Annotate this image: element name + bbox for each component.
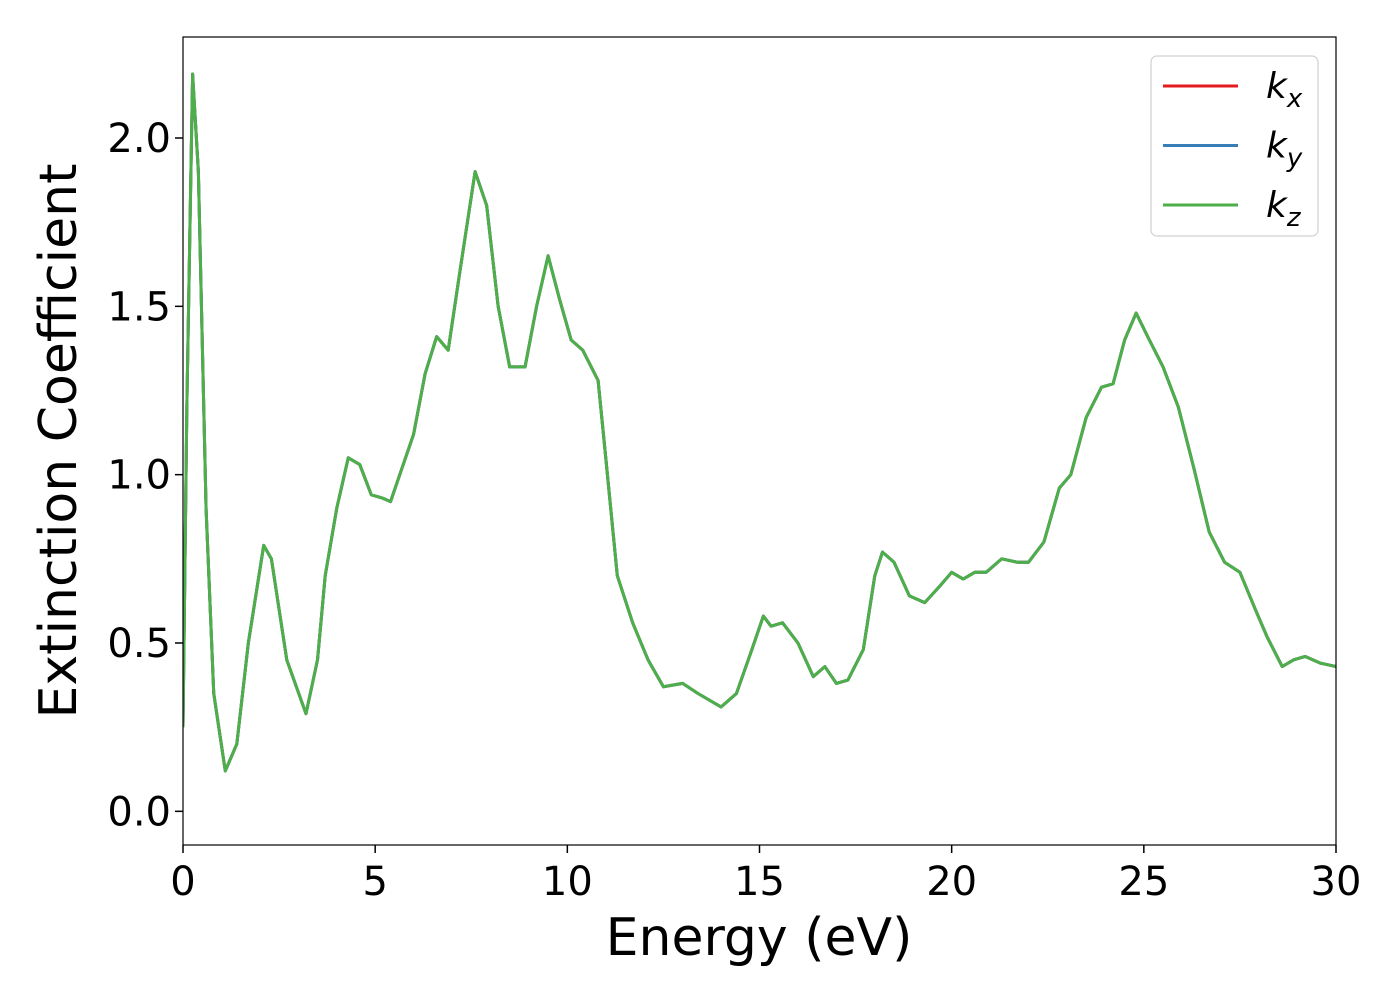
x-tick-label: 10 [542,859,593,905]
series-line [183,72,1336,773]
y-tick-label: 1.0 [107,453,171,499]
x-tick-label: 25 [1118,859,1169,905]
y-tick-label: 0.5 [107,621,171,667]
x-tick-label: 0 [170,859,195,905]
y-axis-label: Extinction Coefficient [29,164,89,719]
legend-label: ky [1266,126,1303,174]
legend-label: kx [1266,66,1303,114]
x-tick-label: 15 [734,859,785,905]
y-tick-label: 0.0 [107,789,171,835]
legend-label: kz [1266,185,1302,233]
x-tick-label: 5 [362,859,387,905]
x-axis-label: Energy (eV) [606,908,913,968]
x-tick-label: 30 [1311,859,1362,905]
x-tick-label: 20 [926,859,977,905]
plot-frame [182,36,1337,846]
y-tick-label: 1.5 [107,284,171,330]
y-tick-label: 2.0 [107,116,171,162]
